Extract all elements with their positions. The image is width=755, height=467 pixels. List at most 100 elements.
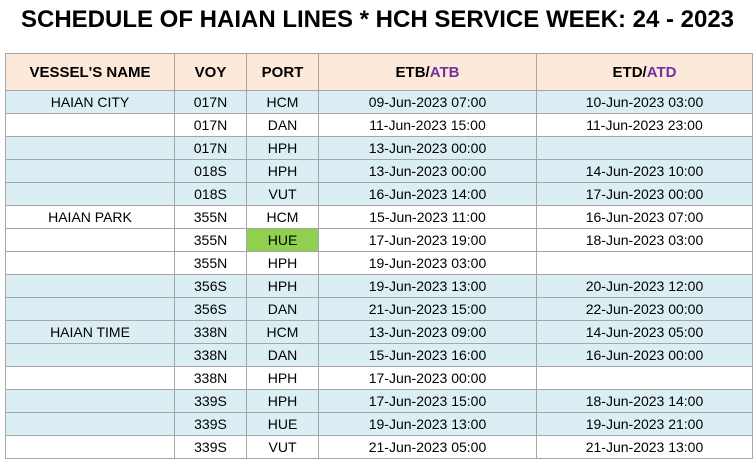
vessel-cell — [5, 297, 175, 321]
header-cell: VOY — [174, 53, 247, 91]
port-cell: DAN — [246, 297, 319, 321]
vessel-cell — [5, 159, 175, 183]
voy-cell: 338N — [174, 343, 247, 367]
table-row: HAIAN CITY 017N HCM 09-Jun-2023 07:00 10-Jun… — [5, 90, 753, 114]
header-text: ETD/ — [612, 63, 647, 81]
table-row: 017N DAN 11-Jun-2023 15:00 11-Jun-2023 23:0… — [5, 113, 753, 137]
vessel-cell — [5, 343, 175, 367]
table-row: 356S DAN 21-Jun-2023 15:00 22-Jun-2023 00:0… — [5, 297, 753, 321]
etb-cell: 17-Jun-2023 15:00 — [318, 389, 537, 413]
vessel-cell — [5, 389, 175, 413]
voy-cell: 339S — [174, 389, 247, 413]
vessel-cell — [5, 251, 175, 275]
voy-cell: 018S — [174, 182, 247, 206]
table-row: 339S HPH 17-Jun-2023 15:00 18-Jun-2023 14:0… — [5, 389, 753, 413]
voy-cell: 017N — [174, 90, 247, 114]
etb-cell: 19-Jun-2023 13:00 — [318, 274, 537, 298]
etd-cell: 14-Jun-2023 10:00 — [536, 159, 753, 183]
etb-cell: 13-Jun-2023 00:00 — [318, 159, 537, 183]
table-body: HAIAN CITY 017N HCM 09-Jun-2023 07:00 10-Jun… — [5, 90, 753, 459]
voy-cell: 355N — [174, 251, 247, 275]
etb-cell: 19-Jun-2023 13:00 — [318, 412, 537, 436]
etd-cell — [536, 366, 753, 390]
vessel-cell — [5, 435, 175, 459]
etb-cell: 13-Jun-2023 09:00 — [318, 320, 537, 344]
port-cell: HCM — [246, 320, 319, 344]
table-row: 355N HPH 19-Jun-2023 03:00 — [5, 251, 753, 275]
etd-cell — [536, 136, 753, 160]
vessel-cell: HAIAN PARK — [5, 205, 175, 229]
header-cell: ETB/ATB — [318, 53, 537, 91]
port-cell: HPH — [246, 274, 319, 298]
etb-cell: 11-Jun-2023 15:00 — [318, 113, 537, 137]
vessel-cell — [5, 274, 175, 298]
voy-cell: 017N — [174, 113, 247, 137]
header-cell: ETD/ATD — [536, 53, 753, 91]
port-cell: DAN — [246, 113, 319, 137]
schedule-table: VESSEL'S NAME VOY PORT ETB/ATB ETD/ATD H… — [5, 53, 753, 459]
etd-cell: 17-Jun-2023 00:00 — [536, 182, 753, 206]
header-text: ETB/ — [395, 63, 430, 81]
table-row: 338N DAN 15-Jun-2023 16:00 16-Jun-2023 00:0… — [5, 343, 753, 367]
voy-cell: 018S — [174, 159, 247, 183]
etb-cell: 09-Jun-2023 07:00 — [318, 90, 537, 114]
etd-cell: 16-Jun-2023 00:00 — [536, 343, 753, 367]
etd-cell — [536, 251, 753, 275]
title: SCHEDULE OF HAIAN LINES * HCH SERVICE WE… — [20, 6, 735, 33]
etd-cell: 20-Jun-2023 12:00 — [536, 274, 753, 298]
header-row: VESSEL'S NAME VOY PORT ETB/ATB ETD/ATD — [5, 53, 753, 91]
vessel-cell — [5, 228, 175, 252]
etd-cell: 16-Jun-2023 07:00 — [536, 205, 753, 229]
vessel-cell — [5, 136, 175, 160]
table-row: 339S VUT 21-Jun-2023 05:00 21-Jun-2023 13:0… — [5, 435, 753, 459]
etb-cell: 19-Jun-2023 03:00 — [318, 251, 537, 275]
header-alt: ATB — [429, 63, 460, 81]
etb-cell: 15-Jun-2023 16:00 — [318, 343, 537, 367]
port-cell: HCM — [246, 90, 319, 114]
table-row: 018S HPH 13-Jun-2023 00:00 14-Jun-2023 10:0… — [5, 159, 753, 183]
etd-cell: 11-Jun-2023 23:00 — [536, 113, 753, 137]
vessel-cell — [5, 182, 175, 206]
etb-cell: 17-Jun-2023 19:00 — [318, 228, 537, 252]
port-cell: HPH — [246, 136, 319, 160]
port-cell: VUT — [246, 435, 319, 459]
etd-cell: 18-Jun-2023 03:00 — [536, 228, 753, 252]
header-alt: ATD — [646, 63, 677, 81]
etb-cell: 21-Jun-2023 05:00 — [318, 435, 537, 459]
port-cell: HPH — [246, 389, 319, 413]
voy-cell: 339S — [174, 412, 247, 436]
etb-cell: 16-Jun-2023 14:00 — [318, 182, 537, 206]
port-cell: HCM — [246, 205, 319, 229]
voy-cell: 338N — [174, 320, 247, 344]
vessel-cell — [5, 366, 175, 390]
port-cell: HUE — [246, 228, 319, 252]
etb-cell: 13-Jun-2023 00:00 — [318, 136, 537, 160]
vessel-cell — [5, 113, 175, 137]
port-cell: VUT — [246, 182, 319, 206]
table-row: 355N HUE 17-Jun-2023 19:00 18-Jun-2023 03:0… — [5, 228, 753, 252]
table-row: HAIAN TIME 338N HCM 13-Jun-2023 09:00 14-Jun… — [5, 320, 753, 344]
port-cell: DAN — [246, 343, 319, 367]
voy-cell: 356S — [174, 274, 247, 298]
voy-cell: 339S — [174, 435, 247, 459]
vessel-cell — [5, 412, 175, 436]
etd-cell: 14-Jun-2023 05:00 — [536, 320, 753, 344]
table-row: 339S HUE 19-Jun-2023 13:00 19-Jun-2023 21:0… — [5, 412, 753, 436]
etb-cell: 21-Jun-2023 15:00 — [318, 297, 537, 321]
etd-cell: 10-Jun-2023 03:00 — [536, 90, 753, 114]
etb-cell: 17-Jun-2023 00:00 — [318, 366, 537, 390]
voy-cell: 017N — [174, 136, 247, 160]
voy-cell: 338N — [174, 366, 247, 390]
header-cell: VESSEL'S NAME — [5, 53, 175, 91]
voy-cell: 356S — [174, 297, 247, 321]
port-cell: HPH — [246, 251, 319, 275]
etd-cell: 19-Jun-2023 21:00 — [536, 412, 753, 436]
vessel-cell: HAIAN CITY — [5, 90, 175, 114]
etb-cell: 15-Jun-2023 11:00 — [318, 205, 537, 229]
port-cell: HPH — [246, 159, 319, 183]
port-cell: HPH — [246, 366, 319, 390]
table-row: 338N HPH 17-Jun-2023 00:00 — [5, 366, 753, 390]
voy-cell: 355N — [174, 228, 247, 252]
etd-cell: 21-Jun-2023 13:00 — [536, 435, 753, 459]
